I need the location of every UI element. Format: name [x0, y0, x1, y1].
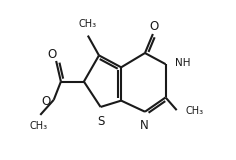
Text: S: S — [98, 115, 105, 128]
Text: CH₃: CH₃ — [30, 121, 48, 131]
Text: O: O — [47, 48, 57, 61]
Text: N: N — [140, 119, 148, 132]
Text: NH: NH — [175, 58, 191, 68]
Text: CH₃: CH₃ — [78, 19, 96, 29]
Text: O: O — [149, 20, 158, 33]
Text: O: O — [41, 95, 51, 108]
Text: CH₃: CH₃ — [185, 106, 203, 116]
